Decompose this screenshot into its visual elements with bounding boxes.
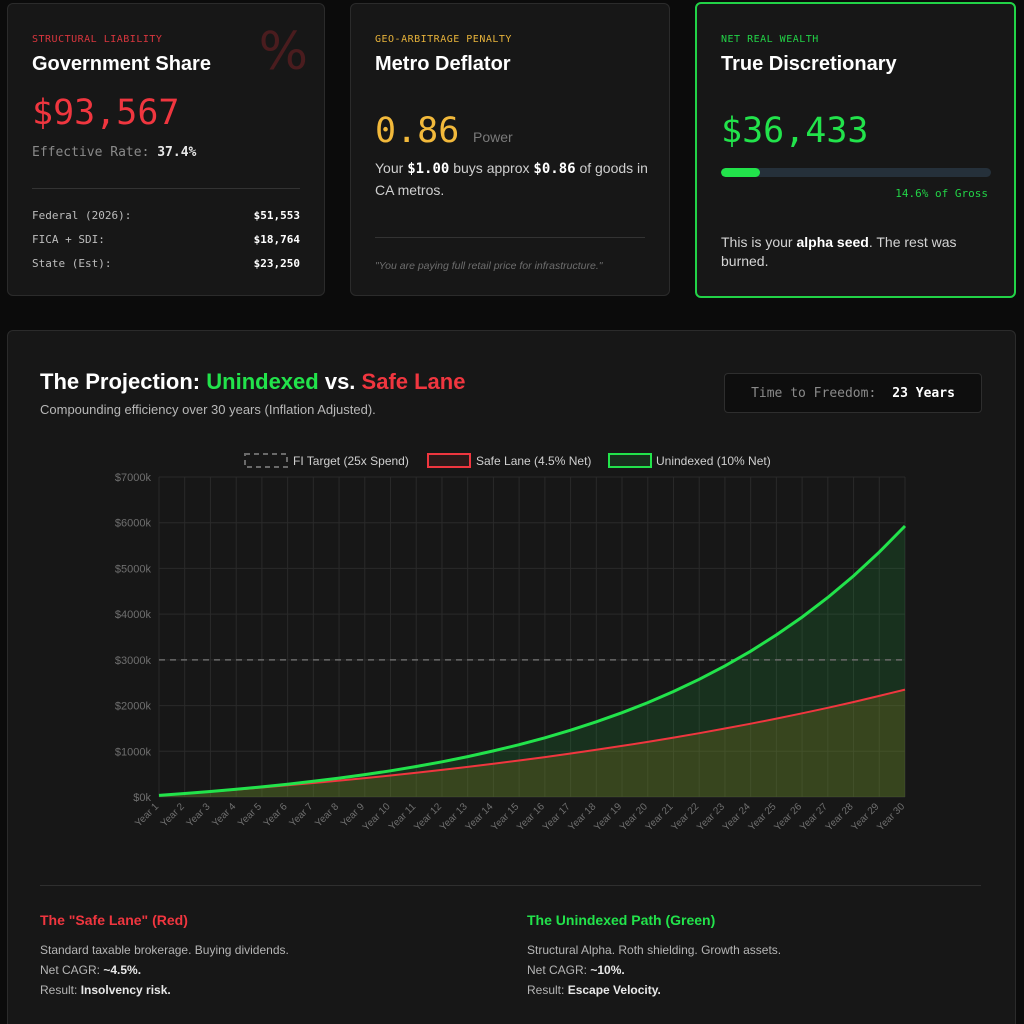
projection-title: The Projection: Unindexed vs. Safe Lane — [40, 369, 465, 395]
tax-row-state: State (Est): $23,250 — [32, 257, 300, 270]
effective-rate-value: 37.4% — [157, 145, 197, 160]
unindexed-line — [158, 524, 907, 797]
desc-text: . The rest was burned. — [721, 234, 957, 269]
explainer-title: The "Safe Lane" (Red) — [40, 912, 188, 928]
explainer-result: Result: Insolvency risk. — [40, 980, 460, 1000]
time-to-freedom-label: Time to Freedom: — [751, 385, 877, 401]
progress-fill — [721, 168, 761, 177]
metro-deflator-card: GEO-ARBITRAGE PENALTY Metro Deflator 0.8… — [350, 3, 670, 296]
explainer-cagr: Net CAGR: ~10%. — [527, 960, 947, 980]
x-tick-label: Year 10 — [361, 801, 393, 833]
divider — [40, 885, 981, 886]
discretionary-description: This is your alpha seed. The rest was bu… — [721, 233, 991, 271]
title-red: Safe Lane — [361, 369, 466, 394]
deflator-description: Your $1.00 buys approx $0.86 of goods in… — [375, 158, 650, 201]
tax-row-federal: Federal (2026): $51,553 — [32, 209, 300, 222]
gross-share-progress — [721, 168, 991, 177]
explainer-cagr: Net CAGR: ~4.5%. — [40, 960, 460, 980]
title-green: Unindexed — [206, 369, 319, 394]
projection-chart: $0k $1000k $2000k $3000k $4000k $5000k $6000k $… — [115, 453, 907, 833]
y-tick-label: $4000k — [115, 609, 152, 621]
cagr-label: Net CAGR: — [527, 963, 591, 977]
y-tick-label: $1000k — [115, 746, 152, 758]
time-to-freedom-badge: Time to Freedom: 23 Years — [724, 373, 982, 413]
card-eyebrow: STRUCTURAL LIABILITY — [32, 34, 163, 45]
safe-lane-explainer: The "Safe Lane" (Red) Standard taxable b… — [40, 912, 460, 1000]
x-tick-label: Year 8 — [313, 801, 341, 829]
x-tick-label: Year 30 — [875, 801, 907, 833]
desc-text: Your — [375, 160, 408, 176]
y-tick-label: $6000k — [115, 518, 152, 530]
deflator-value: 0.86 — [375, 111, 460, 151]
x-tick-label: Year 1 — [133, 801, 161, 829]
y-tick-label: $3000k — [115, 655, 152, 667]
safe-lane-area — [159, 689, 905, 797]
desc-text: buys approx — [449, 160, 534, 176]
tax-row-value: $18,764 — [253, 233, 300, 246]
tax-row-label: State (Est): — [32, 257, 112, 270]
deflator-quote: "You are paying full retail price for in… — [375, 260, 603, 272]
divider — [375, 237, 645, 238]
legend-swatch — [427, 453, 471, 468]
effective-rate: Effective Rate: 37.4% — [32, 145, 196, 160]
result-label: Result: — [40, 983, 81, 997]
x-tick-label: Year 3 — [185, 801, 213, 829]
legend-swatch — [608, 453, 652, 468]
legend-label: Safe Lane (4.5% Net) — [476, 454, 591, 468]
title-text: vs. — [318, 369, 362, 394]
explainer-title: The Unindexed Path (Green) — [527, 912, 716, 928]
tax-row-label: FICA + SDI: — [32, 233, 105, 246]
tax-row-value: $23,250 — [253, 257, 300, 270]
desc-amount: $1.00 — [407, 161, 450, 177]
card-title: Government Share — [32, 53, 211, 75]
result-label: Result: — [527, 983, 568, 997]
desc-text: of goods in CA metros. — [375, 160, 648, 198]
tax-row-label: Federal (2026): — [32, 209, 132, 222]
tax-row-fica: FICA + SDI: $18,764 — [32, 233, 300, 246]
y-tick-label: $7000k — [115, 472, 152, 484]
x-tick-label: Year 4 — [210, 801, 238, 829]
y-tick-label: $2000k — [115, 701, 152, 713]
percent-icon: % — [258, 22, 308, 82]
projection-subtitle: Compounding efficiency over 30 years (In… — [40, 402, 376, 417]
card-eyebrow: GEO-ARBITRAGE PENALTY — [375, 34, 512, 45]
unindexed-explainer: The Unindexed Path (Green) Structural Al… — [527, 912, 947, 1000]
cagr-value: ~4.5%. — [103, 963, 142, 977]
card-title: True Discretionary — [721, 53, 897, 75]
cagr-value: ~10%. — [590, 963, 625, 977]
effective-rate-label: Effective Rate: — [32, 145, 150, 160]
legend-label: FI Target (25x Spend) — [293, 454, 409, 468]
card-title: Metro Deflator — [375, 53, 511, 75]
explainer-desc: Standard taxable brokerage. Buying divid… — [40, 943, 289, 957]
true-discretionary-card: NET REAL WEALTH True Discretionary $36,4… — [695, 2, 1016, 298]
card-eyebrow: NET REAL WEALTH — [721, 34, 819, 45]
y-tick-label: $5000k — [115, 563, 152, 575]
result-value: Insolvency risk. — [80, 983, 171, 997]
desc-text: This is your — [721, 234, 797, 250]
projection-panel: The Projection: Unindexed vs. Safe Lane … — [7, 330, 1016, 1024]
legend-swatch — [244, 453, 288, 468]
discretionary-value: $36,433 — [721, 111, 869, 151]
legend-label: Unindexed (10% Net) — [656, 454, 771, 468]
deflator-unit: Power — [473, 129, 513, 145]
government-share-value: $93,567 — [32, 93, 180, 133]
tax-row-value: $51,553 — [253, 209, 300, 222]
x-tick-label: Year 5 — [236, 801, 264, 829]
cagr-label: Net CAGR: — [40, 963, 104, 977]
title-text: The Projection: — [40, 369, 207, 394]
x-tick-label: Year 7 — [288, 801, 316, 829]
divider — [32, 188, 300, 189]
x-tick-label: Year 6 — [262, 801, 290, 829]
y-tick-label: $0k — [133, 792, 151, 804]
government-share-card: STRUCTURAL LIABILITY Government Share % … — [7, 3, 325, 296]
explainer-result: Result: Escape Velocity. — [527, 980, 947, 1000]
x-tick-label: Year 2 — [159, 801, 187, 829]
explainer-desc: Structural Alpha. Roth shielding. Growth… — [527, 943, 782, 957]
time-to-freedom-value: 23 Years — [892, 385, 955, 401]
progress-label: 14.6% of Gross — [895, 187, 988, 200]
result-value: Escape Velocity. — [567, 983, 661, 997]
desc-amount: $0.86 — [533, 161, 576, 177]
desc-bold: alpha seed — [796, 234, 869, 250]
